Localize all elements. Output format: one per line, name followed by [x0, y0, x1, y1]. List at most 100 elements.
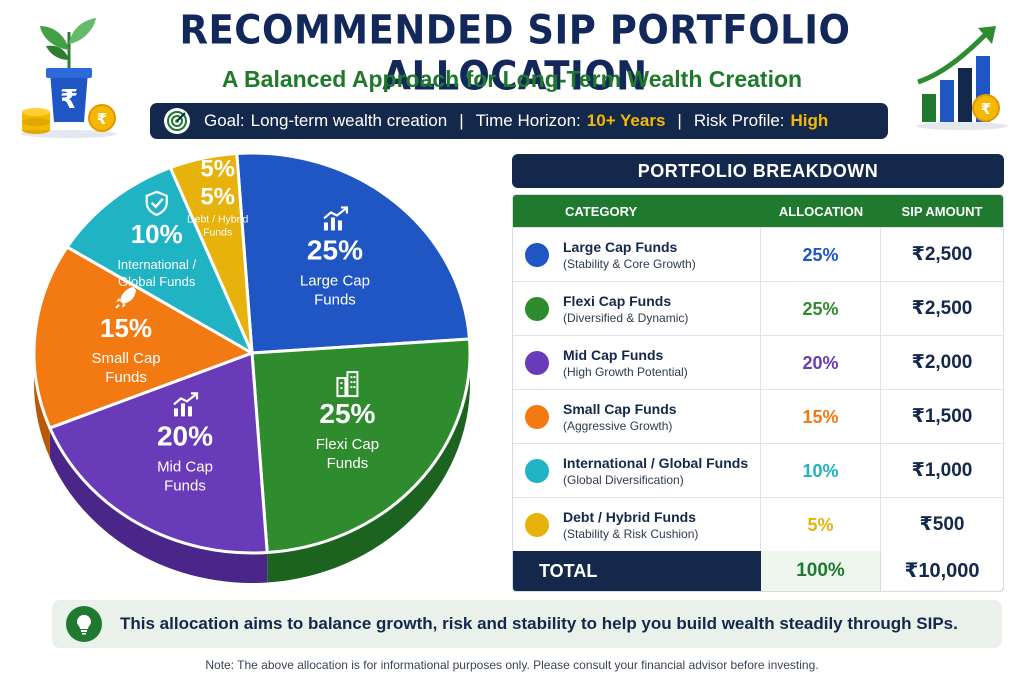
slice-name-label: Funds: [314, 291, 356, 308]
pie-svg: 25% Large Cap Funds 25% Flexi Cap Funds 20% Mid…: [32, 151, 472, 583]
goal-value: Long-term wealth creation: [250, 111, 448, 130]
color-dot: [525, 458, 549, 483]
horizon-value: 10+ Years: [586, 111, 666, 130]
slice-percent-label: 25%: [307, 234, 363, 265]
amount-cell: ₹1,500: [911, 406, 973, 427]
goal-bar: Goal: Long-term wealth creation | Time H…: [150, 103, 888, 139]
rocket-icon: [115, 286, 137, 309]
col-sip-amount: SIP AMOUNT: [901, 203, 983, 219]
table-row: Large Cap Funds (Stability & Core Growth)…: [513, 227, 1003, 281]
separator: |: [459, 111, 464, 130]
allocation-cell: 5%: [761, 498, 881, 551]
category-cell: International / Global Funds (Global Dive…: [513, 444, 761, 497]
slice-name-label: International /: [117, 257, 196, 272]
slice-name-label: Funds: [203, 227, 232, 239]
separator: |: [677, 111, 682, 130]
slice-name-label: Large Cap: [300, 272, 370, 289]
slice-percent-label: 10%: [131, 219, 183, 249]
col-category: CATEGORY: [565, 203, 638, 219]
slice-percent-label: 15%: [100, 313, 152, 343]
allocation-cell: 25%: [761, 282, 881, 335]
risk-label: Risk Profile:: [693, 111, 785, 130]
table-row: Mid Cap Funds (High Growth Potential) 20% ₹…: [513, 335, 1003, 389]
color-dot: [525, 512, 549, 537]
category-name: Small Cap Funds: [563, 400, 677, 417]
pie-slice-side: [49, 427, 268, 583]
shield-icon: [145, 190, 168, 217]
risk-value: High: [790, 111, 829, 130]
pie-slice: [250, 337, 472, 555]
info-bar: This allocation aims to balance growth, …: [52, 600, 1002, 648]
total-row: TOTAL 100% ₹10,000: [513, 551, 1003, 591]
category-cell: Small Cap Funds (Aggressive Growth): [513, 390, 761, 443]
category-desc: (Aggressive Growth): [563, 418, 673, 433]
lightbulb-icon: [66, 606, 102, 642]
category-name: Flexi Cap Funds: [563, 292, 672, 309]
allocation-pie-chart: 25% Large Cap Funds 25% Flexi Cap Funds 20% Mid…: [30, 148, 480, 588]
breakdown-title: PORTFOLIO BREAKDOWN: [512, 154, 1004, 188]
category-name: Debt / Hybrid Funds: [563, 508, 696, 525]
table-header: CATEGORY ALLOCATION SIP AMOUNT: [513, 195, 1003, 227]
rupee-symbol: ₹: [60, 85, 78, 115]
rupee-coin-symbol: ₹: [981, 100, 991, 118]
color-dot: [525, 296, 549, 321]
target-icon: [164, 108, 190, 134]
amount-cell: ₹500: [919, 514, 965, 535]
color-dot: [525, 350, 549, 375]
building-icon: [336, 371, 359, 398]
amount-cell: ₹2,500: [911, 298, 973, 319]
chart-icon: [173, 392, 199, 417]
page-subtitle: A Balanced Approach for Long-Term Wealth…: [221, 66, 803, 92]
category-desc: (Global Diversification): [563, 472, 684, 487]
category-desc: (Diversified & Dynamic): [563, 310, 689, 325]
col-allocation: ALLOCATION: [778, 203, 864, 219]
slice-name-label: Debt / Hybrid: [187, 214, 248, 226]
color-dot: [525, 242, 549, 267]
pie-slice: [48, 351, 269, 555]
slice-percent-label: 25%: [319, 398, 375, 429]
pie-slice: [32, 245, 254, 430]
slice-name-label: Funds: [164, 477, 206, 494]
table-row: Flexi Cap Funds (Diversified & Dynamic) 25…: [513, 281, 1003, 335]
category-cell: Mid Cap Funds (High Growth Potential): [513, 336, 761, 389]
amount-cell: ₹2,000: [911, 352, 973, 373]
slice-name-label: Funds: [327, 455, 369, 472]
allocation-cell: 10%: [761, 444, 881, 497]
allocation-cell: 15%: [761, 390, 881, 443]
category-desc: (Stability & Core Growth): [563, 256, 696, 271]
slice-name-label: Funds: [105, 369, 147, 386]
slice-name-label: Small Cap: [91, 350, 160, 367]
total-amount: ₹10,000: [881, 551, 1003, 591]
slice-name-label: Global Funds: [118, 274, 196, 289]
goal-label: Goal:: [204, 111, 245, 130]
allocation-cell: 20%: [761, 336, 881, 389]
category-name: Large Cap Funds: [563, 238, 678, 255]
pie-slice: [168, 151, 254, 355]
category-cell: Large Cap Funds (Stability & Core Growth): [513, 228, 761, 281]
category-desc: (Stability & Risk Cushion): [563, 526, 699, 541]
plant-coins-illustration: ₹ ₹: [14, 14, 124, 138]
growth-chart-illustration: ₹: [912, 22, 1012, 132]
pie-slice-side: [34, 353, 50, 458]
category-cell: Debt / Hybrid Funds (Stability & Risk Cus…: [513, 498, 761, 551]
amount-cell: ₹2,500: [911, 244, 973, 265]
category-cell: Flexi Cap Funds (Diversified & Dynamic): [513, 282, 761, 335]
rupee-coin-symbol: ₹: [97, 110, 107, 128]
pie-slice-side: [267, 353, 470, 583]
slice-name-label: Mid Cap: [157, 458, 213, 475]
info-text: This allocation aims to balance growth, …: [120, 614, 958, 633]
horizon-label: Time Horizon:: [475, 111, 581, 130]
pie-slice: [235, 151, 471, 355]
pie-slice: [65, 166, 254, 355]
page-title: RECOMMENDED SIP PORTFOLIO ALLOCATION: [179, 6, 851, 100]
amount-cell: ₹1,000: [911, 460, 973, 481]
table-row: International / Global Funds (Global Dive…: [513, 443, 1003, 497]
color-dot: [525, 404, 549, 429]
table-row: Debt / Hybrid Funds (Stability & Risk Cus…: [513, 497, 1003, 551]
total-allocation: 100%: [761, 551, 881, 591]
total-label: TOTAL: [539, 560, 598, 581]
slice-name-label: Flexi Cap: [316, 436, 379, 453]
slice-percent-label: 20%: [157, 420, 213, 451]
slice-percent-label: 5%: [200, 184, 235, 211]
disclaimer-note: Note: The above allocation is for inform…: [205, 658, 819, 672]
